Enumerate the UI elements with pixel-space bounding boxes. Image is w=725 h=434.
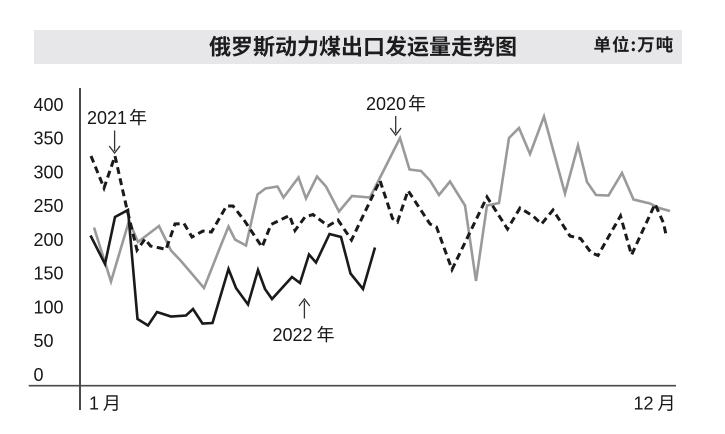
svg-text:150: 150 xyxy=(34,264,64,284)
svg-text:2022: 2022 xyxy=(273,325,313,345)
svg-text:2020: 2020 xyxy=(366,94,406,114)
svg-text:400: 400 xyxy=(34,95,64,115)
svg-text:350: 350 xyxy=(34,129,64,149)
svg-text:250: 250 xyxy=(34,196,64,216)
svg-text:100: 100 xyxy=(34,298,64,318)
svg-text:1: 1 xyxy=(89,394,99,414)
svg-text:12: 12 xyxy=(634,394,654,414)
svg-text:50: 50 xyxy=(34,331,54,351)
svg-text:200: 200 xyxy=(34,230,64,250)
svg-text:0: 0 xyxy=(34,365,44,385)
svg-text:300: 300 xyxy=(34,162,64,182)
svg-text:2021: 2021 xyxy=(87,108,127,128)
